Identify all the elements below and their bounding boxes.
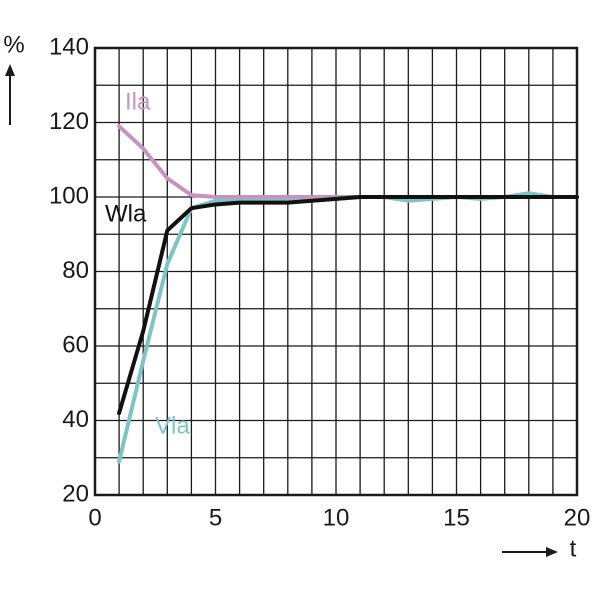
y-tick-label: 60 — [62, 331, 89, 358]
x-tick-label: 0 — [88, 504, 101, 531]
x-tick-label: 20 — [564, 504, 591, 531]
y-tick-label: 80 — [62, 257, 89, 284]
data-line — [117, 195, 579, 416]
x-tick-label: 5 — [209, 504, 222, 531]
x-tick-label: 10 — [323, 504, 350, 531]
x-tick-label: 15 — [443, 504, 470, 531]
y-tick-label: 100 — [49, 182, 89, 209]
plot-frame — [93, 46, 579, 497]
y-arrowhead — [5, 64, 15, 76]
y-axis-label: % — [3, 31, 24, 58]
x-arrowhead — [546, 547, 558, 557]
series-label: Vla — [155, 412, 190, 439]
series-label: Wla — [105, 200, 147, 227]
y-tick-label: 40 — [62, 406, 89, 433]
y-tick-label: 140 — [49, 33, 89, 60]
y-tick-label: 120 — [49, 108, 89, 135]
data-line — [117, 124, 579, 199]
y-tick-label: 20 — [62, 480, 89, 507]
series-label: Ila — [125, 88, 151, 115]
x-axis-label: t — [570, 535, 577, 562]
